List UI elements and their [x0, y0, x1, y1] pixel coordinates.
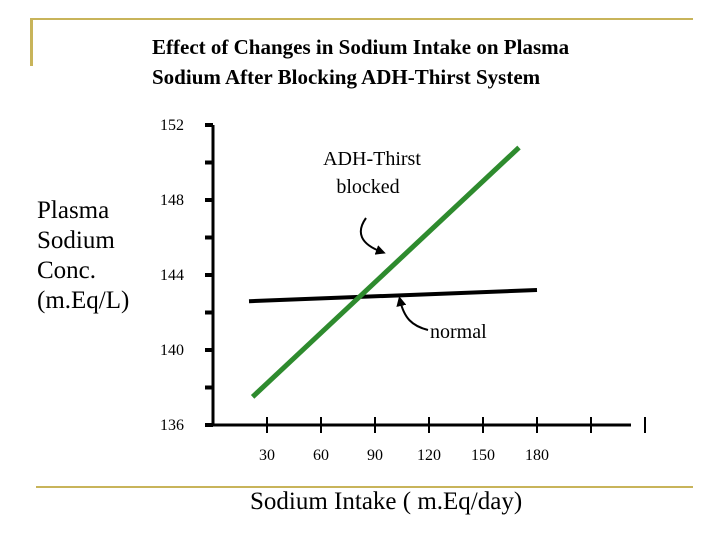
frame-accent-vertical — [30, 18, 33, 66]
y-tick-label: 148 — [160, 192, 184, 209]
y-axis-label-line-1: Plasma — [37, 197, 110, 224]
frame-accent-top — [30, 18, 693, 20]
chart-title: Effect of Changes in Sodium Intake on Pl… — [152, 32, 712, 92]
x-tick-label: 150 — [471, 447, 495, 464]
annotation-blocked-line-1: ADH-Thirst — [323, 148, 421, 170]
y-tick-label: 140 — [160, 342, 184, 359]
x-tick-label: 90 — [367, 447, 383, 464]
annotation-blocked-line-2: blocked — [336, 176, 399, 198]
frame-accent-bottom — [36, 486, 693, 488]
y-axis-label-line-3: Conc. — [37, 257, 97, 284]
y-axis-label: Plasma Sodium Conc. (m.Eq/L) — [37, 196, 129, 316]
x-tick-label: 30 — [259, 447, 275, 464]
chart-series — [248, 145, 538, 399]
x-axis-label: Sodium Intake ( m.Eq/day) — [250, 488, 523, 515]
chart-axes: 136 140 144 148 152 30 60 90 120 150 180 — [160, 117, 646, 464]
y-tick-label: 144 — [160, 267, 184, 284]
y-axis-label-line-2: Sodium — [37, 227, 115, 254]
y-tick-label: 136 — [160, 417, 184, 434]
y-tick-label: 152 — [160, 117, 184, 134]
chart-title-line-2: Sodium After Blocking ADH-Thirst System — [152, 65, 541, 89]
chart-annotations: ADH-Thirst blocked normal — [323, 148, 487, 343]
series-line-normal — [248, 288, 538, 304]
annotation-normal: normal — [430, 321, 487, 343]
x-tick-label: 60 — [313, 447, 329, 464]
arrow-to-blocked-line — [359, 217, 386, 255]
x-tick-label: 120 — [417, 447, 441, 464]
chart-title-line-1: Effect of Changes in Sodium Intake on Pl… — [152, 35, 570, 59]
series-line-adh-thirst-blocked — [250, 145, 521, 399]
x-tick-label: 180 — [525, 447, 549, 464]
arrow-to-normal-line — [396, 296, 429, 331]
y-axis-label-line-4: (m.Eq/L) — [37, 287, 130, 314]
